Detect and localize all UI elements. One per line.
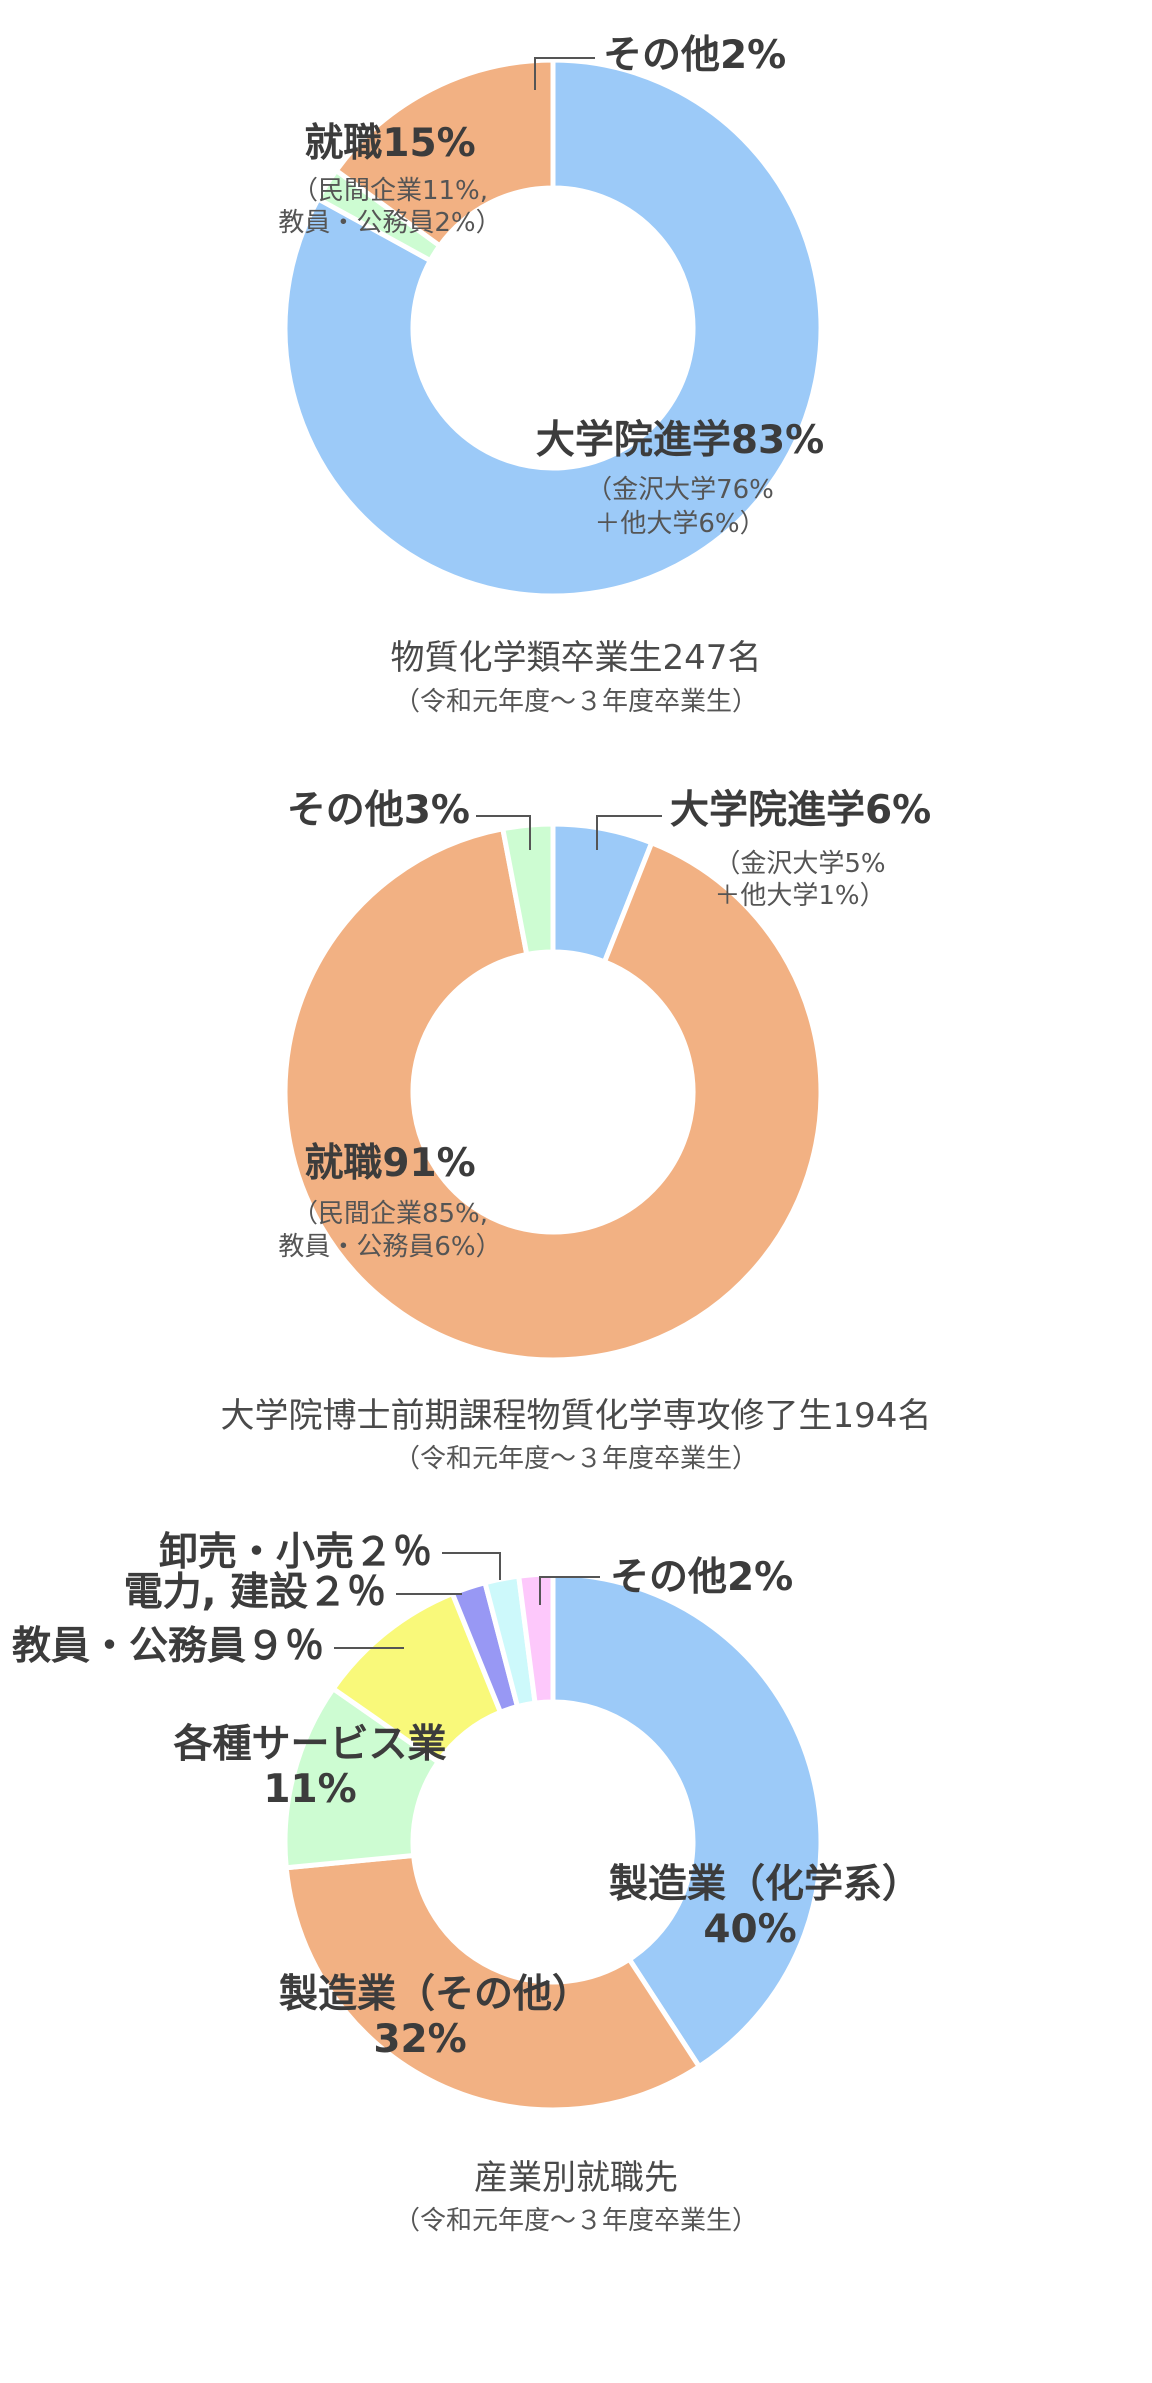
leader-line-other-3 [539,1576,600,1605]
donut-chart-1: その他2% 就職15% （民間企業11%, 教員・公務員2%） 大学院進学83%… [0,0,1152,760]
caption-subtitle-3: （令和元年度〜３年度卒業生） [393,2206,758,2236]
caption-subtitle-2: （令和元年度〜３年度卒業生） [393,1444,758,1474]
donut-slice-7 [515,1571,556,1706]
leader-line-wholesale-3 [442,1552,501,1580]
label-employment-2: 就職91% [304,1141,476,1186]
donut-slice-2 [283,1852,703,2113]
detail-grad-1b: ＋他大学6%） [594,509,766,539]
label-teacher-3: 教員・公務員９％ [11,1624,324,1669]
value-service-3: 11% [263,1767,357,1812]
caption-subtitle-1: （令和元年度〜３年度卒業生） [393,687,758,717]
label-grad-2: 大学院進学6% [670,788,932,833]
donut-chart-2: その他3% 大学院進学6% （金沢大学5% ＋他大学1%） 就職91% （民間企… [0,760,1152,1520]
label-other-1: その他2% [603,33,787,78]
value-chem-mfg-3: 40% [703,1907,797,1952]
label-wholesale-3: 卸売・小売２％ [158,1530,432,1575]
label-other-3: その他2% [610,1555,794,1600]
donut-slice-2 [282,825,824,1363]
leader-line-other-2 [476,815,531,850]
detail-employment-1b: 教員・公務員2%） [278,208,502,238]
donut-chart-3: その他2% 卸売・小売２％ 電力, 建設２％ 教員・公務員９％ 各種サービス業 … [0,1520,1152,2383]
label-other-2: その他3% [286,788,470,833]
label-employment-1: 就職15% [304,121,476,166]
label-grad-1: 大学院進学83% [535,418,825,463]
donut-slice-1 [550,1571,824,2071]
detail-employment-2b: 教員・公務員6%） [278,1232,502,1262]
detail-grad-1a: （金沢大学76% [586,475,774,505]
detail-grad-2a: （金沢大学5% [714,849,886,879]
leader-line-grad-2 [596,815,662,850]
donut-1-svg [282,57,824,599]
caption-title-3: 産業別就職先 [474,2158,678,2198]
detail-employment-1a: （民間企業11%, [291,176,489,206]
caption-title-1: 物質化学類卒業生247名 [390,638,762,678]
donut-3-svg [282,1552,824,2113]
caption-title-2: 大学院博士前期課程物質化学専攻修了生194名 [220,1396,932,1436]
detail-grad-2b: ＋他大学1%） [714,881,886,911]
label-service-3: 各種サービス業 [173,1722,447,1767]
detail-employment-2a: （民間企業85%, [291,1199,489,1229]
donut-slice-3 [332,57,556,250]
donut-2-svg [282,815,824,1363]
label-chem-mfg-3: 製造業（化学系） [608,1862,921,1907]
leader-line-other-1 [534,57,595,90]
value-other-mfg-3: 32% [373,2017,467,2062]
label-power-3: 電力, 建設２％ [123,1570,386,1615]
donut-slice-1 [282,57,824,599]
label-other-mfg-3: 製造業（その他） [278,1972,591,2017]
donut-slice-3 [499,821,556,958]
